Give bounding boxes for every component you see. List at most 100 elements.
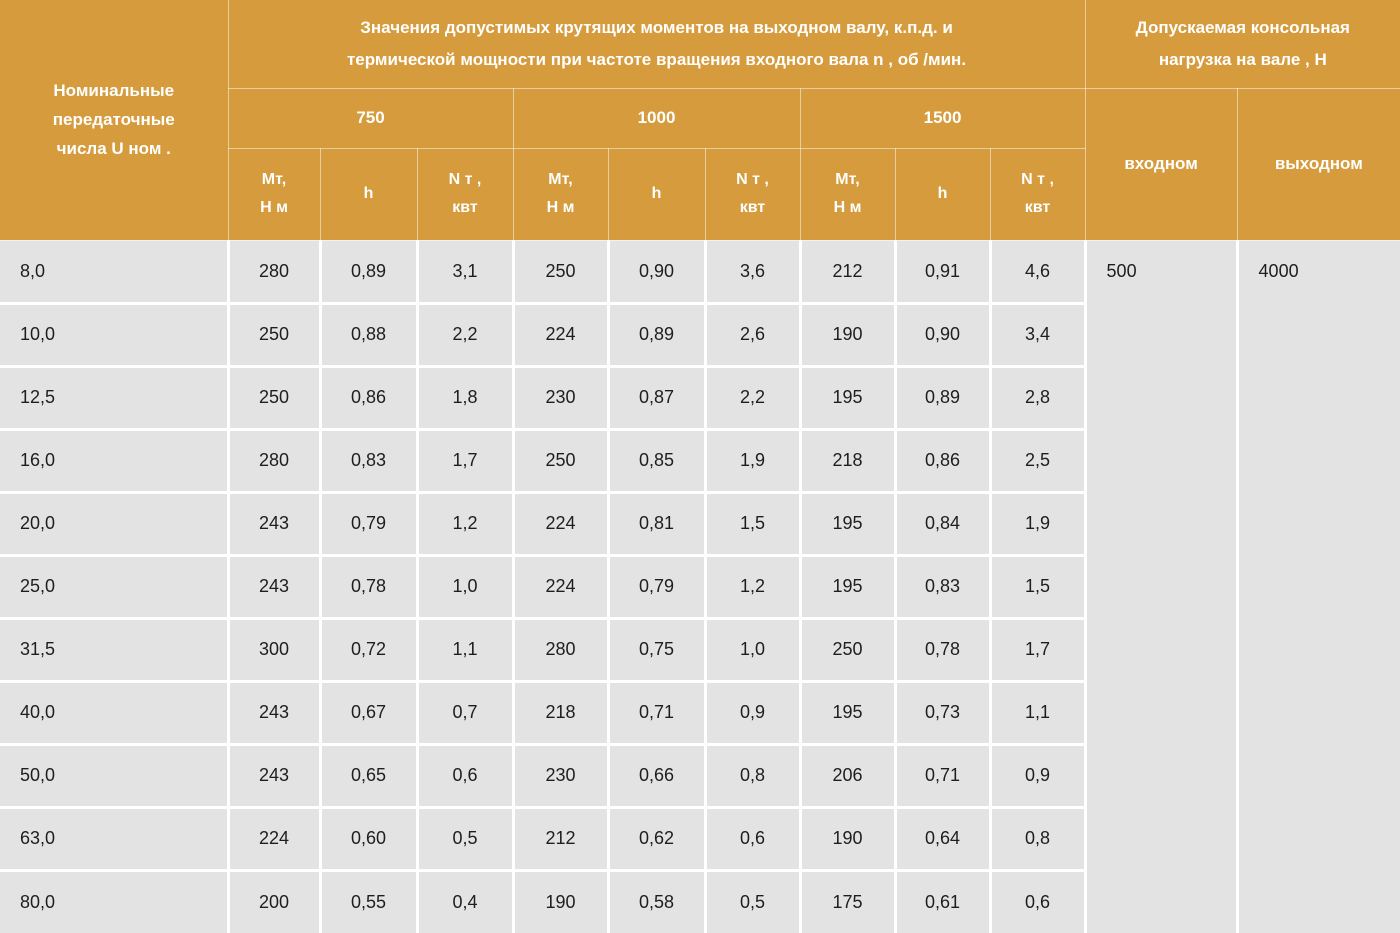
cell-mt-1000: 224 bbox=[511, 553, 610, 620]
cell-nt-1500: 0,6 bbox=[988, 868, 1087, 933]
cell-nt-750: 0,5 bbox=[415, 805, 515, 872]
efficiency-unit-header-1500: h bbox=[894, 147, 991, 241]
cell-input-shaft-load: 500 bbox=[1083, 240, 1239, 933]
cell-mt-1500: 195 bbox=[798, 679, 897, 746]
cell-nt-1500: 3,4 bbox=[988, 301, 1087, 368]
cell-eff-750: 0,67 bbox=[318, 679, 419, 746]
cell-nt-1000: 0,8 bbox=[703, 742, 802, 809]
thermal-unit-line: N т , bbox=[448, 171, 482, 188]
cell-nt-750: 1,0 bbox=[415, 553, 515, 620]
cell-nt-750: 1,1 bbox=[415, 616, 515, 683]
cell-eff-1000: 0,71 bbox=[606, 679, 707, 746]
cell-nt-1000: 3,6 bbox=[703, 240, 802, 305]
cantilever-section-title-line: нагрузка на вале , Н bbox=[1158, 49, 1327, 69]
cell-eff-1000: 0,90 bbox=[606, 240, 707, 305]
cantilever-section-title-line: Допускаемая консольная bbox=[1135, 17, 1350, 37]
cell-eff-1000: 0,75 bbox=[606, 616, 707, 683]
cell-mt-1500: 190 bbox=[798, 805, 897, 872]
cell-ratio: 20,0 bbox=[0, 490, 230, 557]
cell-eff-750: 0,60 bbox=[318, 805, 419, 872]
torque-unit-header-1500: Мт, Н м bbox=[799, 147, 896, 241]
cell-nt-1000: 0,6 bbox=[703, 805, 802, 872]
ratio-header-line: числа U ном . bbox=[56, 139, 171, 159]
torque-unit-line: Мт, bbox=[548, 171, 573, 188]
cell-output-shaft-load: 4000 bbox=[1235, 240, 1400, 933]
cell-ratio: 10,0 bbox=[0, 301, 230, 368]
cell-eff-1500: 0,71 bbox=[893, 742, 992, 809]
cell-eff-1500: 0,83 bbox=[893, 553, 992, 620]
ratio-column-header: Номинальные передаточные числа U ном . bbox=[0, 0, 229, 241]
cell-eff-1500: 0,64 bbox=[893, 805, 992, 872]
cell-eff-1000: 0,66 bbox=[606, 742, 707, 809]
cell-mt-750: 250 bbox=[226, 301, 322, 368]
cell-ratio: 80,0 bbox=[0, 868, 230, 933]
cell-nt-1000: 1,5 bbox=[703, 490, 802, 557]
cell-nt-750: 0,6 bbox=[415, 742, 515, 809]
input-shaft-column-header: входном bbox=[1084, 87, 1238, 241]
cell-eff-750: 0,83 bbox=[318, 427, 419, 494]
cell-mt-1500: 195 bbox=[798, 553, 897, 620]
table-row: 31,5 300 0,72 1,1 280 0,75 1,0 250 0,78 … bbox=[0, 616, 1400, 683]
table-row: 20,0 243 0,79 1,2 224 0,81 1,5 195 0,84 … bbox=[0, 490, 1400, 557]
cell-eff-1500: 0,73 bbox=[893, 679, 992, 746]
cell-nt-1500: 1,1 bbox=[988, 679, 1087, 746]
cell-eff-750: 0,55 bbox=[318, 868, 419, 933]
table-row: 16,0 280 0,83 1,7 250 0,85 1,9 218 0,86 … bbox=[0, 427, 1400, 494]
cell-nt-750: 0,7 bbox=[415, 679, 515, 746]
cell-nt-1000: 0,9 bbox=[703, 679, 802, 746]
cell-mt-750: 243 bbox=[226, 679, 322, 746]
torque-unit-header-1000: Мт, Н м bbox=[512, 147, 609, 241]
cell-eff-1500: 0,78 bbox=[893, 616, 992, 683]
cell-mt-1000: 250 bbox=[511, 427, 610, 494]
speed-1000-header: 1000 bbox=[512, 87, 801, 149]
cell-eff-1500: 0,86 bbox=[893, 427, 992, 494]
cell-eff-750: 0,89 bbox=[318, 240, 419, 305]
thermal-unit-header-1500: N т , квт bbox=[989, 147, 1086, 241]
cell-mt-1000: 250 bbox=[511, 240, 610, 305]
cell-mt-1500: 190 bbox=[798, 301, 897, 368]
cell-nt-1000: 2,2 bbox=[703, 364, 802, 431]
cell-eff-750: 0,86 bbox=[318, 364, 419, 431]
cell-mt-750: 250 bbox=[226, 364, 322, 431]
torque-unit-line: Н м bbox=[833, 199, 862, 216]
cell-ratio: 63,0 bbox=[0, 805, 230, 872]
cell-mt-1000: 224 bbox=[511, 490, 610, 557]
thermal-unit-line: N т , bbox=[1021, 171, 1054, 188]
cell-nt-1500: 2,5 bbox=[988, 427, 1087, 494]
cell-mt-1500: 195 bbox=[798, 490, 897, 557]
table-row: 10,0 250 0,88 2,2 224 0,89 2,6 190 0,90 … bbox=[0, 301, 1400, 368]
table-header: Номинальные передаточные числа U ном . З… bbox=[0, 0, 1400, 241]
thermal-unit-line: квт bbox=[1024, 199, 1051, 216]
efficiency-unit-header-1000: h bbox=[607, 147, 706, 241]
cell-mt-1500: 206 bbox=[798, 742, 897, 809]
cell-nt-1000: 1,0 bbox=[703, 616, 802, 683]
cell-ratio: 8,0 bbox=[0, 240, 230, 305]
cell-nt-750: 1,7 bbox=[415, 427, 515, 494]
torque-section-title-line: термической мощности при частоте вращени… bbox=[346, 49, 967, 69]
cell-eff-1500: 0,89 bbox=[893, 364, 992, 431]
cell-ratio: 40,0 bbox=[0, 679, 230, 746]
cell-nt-1000: 2,6 bbox=[703, 301, 802, 368]
cell-ratio: 31,5 bbox=[0, 616, 230, 683]
cell-eff-1000: 0,58 bbox=[606, 868, 707, 933]
cell-eff-750: 0,88 bbox=[318, 301, 419, 368]
torque-unit-header-750: Мт, Н м bbox=[227, 147, 321, 241]
cell-eff-1500: 0,84 bbox=[893, 490, 992, 557]
ratio-header-line: передаточные bbox=[52, 110, 175, 130]
cell-eff-1000: 0,79 bbox=[606, 553, 707, 620]
torque-section-header: Значения допустимых крутящих моментов на… bbox=[227, 0, 1086, 89]
cell-eff-1000: 0,85 bbox=[606, 427, 707, 494]
cell-nt-1500: 0,9 bbox=[988, 742, 1087, 809]
table-row: 40,0 243 0,67 0,7 218 0,71 0,9 195 0,73 … bbox=[0, 679, 1400, 746]
thermal-unit-header-1000: N т , квт bbox=[704, 147, 801, 241]
cell-mt-1000: 224 bbox=[511, 301, 610, 368]
cell-eff-1500: 0,91 bbox=[893, 240, 992, 305]
cell-eff-1500: 0,61 bbox=[893, 868, 992, 933]
cell-mt-1000: 190 bbox=[511, 868, 610, 933]
cell-eff-1000: 0,62 bbox=[606, 805, 707, 872]
cell-mt-750: 224 bbox=[226, 805, 322, 872]
cell-nt-1500: 2,8 bbox=[988, 364, 1087, 431]
cell-mt-1000: 218 bbox=[511, 679, 610, 746]
cell-nt-750: 1,2 bbox=[415, 490, 515, 557]
